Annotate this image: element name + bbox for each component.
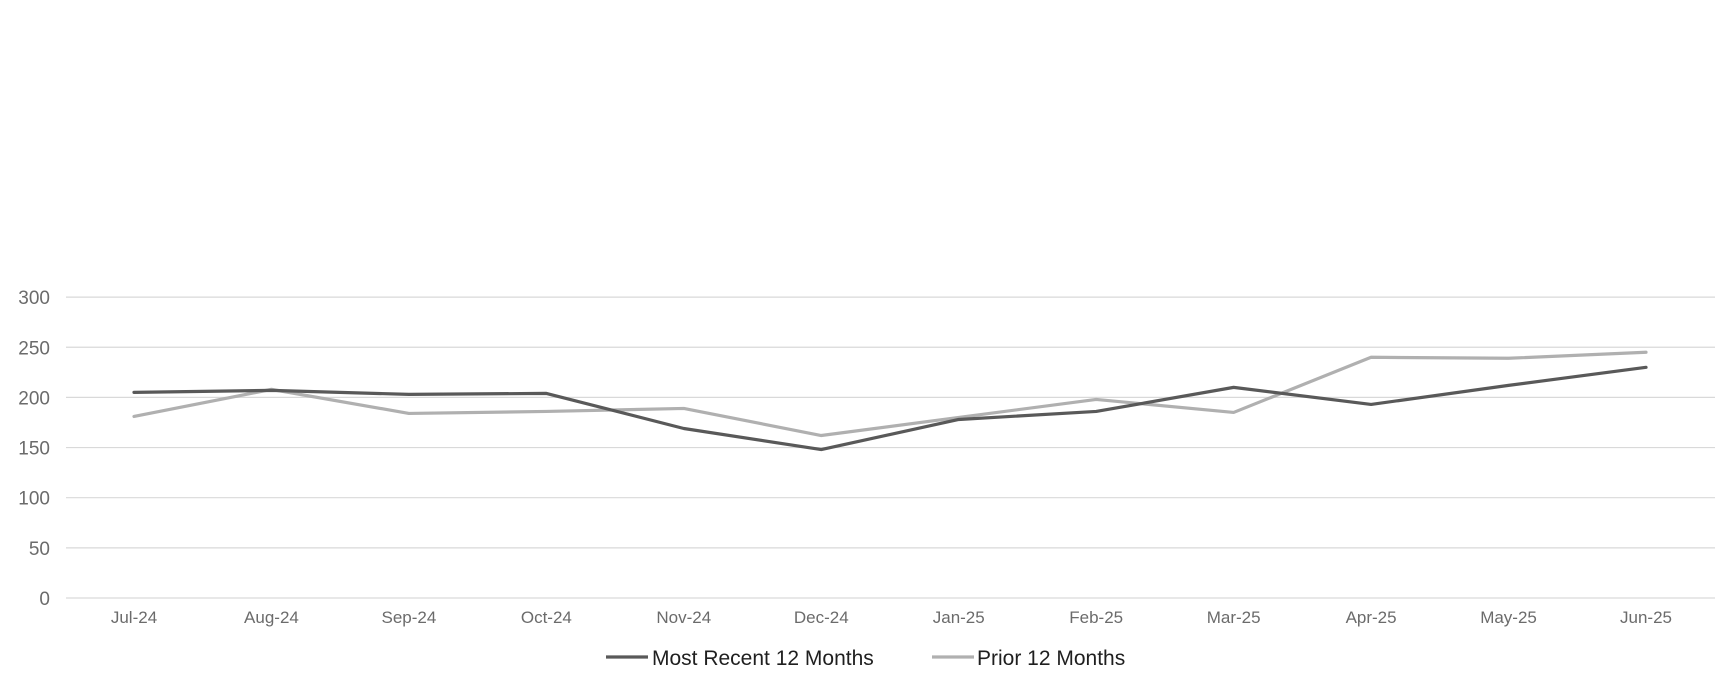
y-tick-label-300: 300 xyxy=(18,288,50,309)
x-tick-label-sep-24: Sep-24 xyxy=(381,608,436,627)
x-tick-label-nov-24: Nov-24 xyxy=(656,608,711,627)
gridlines xyxy=(66,296,1715,599)
series-lines xyxy=(132,350,1648,452)
x-tick-label-dec-24: Dec-24 xyxy=(794,608,849,627)
x-axis-ticks: Jul-24 Aug-24 Sep-24 Oct-24 Nov-24 Dec-24 Jan-… xyxy=(111,608,1672,627)
y-tick-label-200: 200 xyxy=(18,388,50,409)
x-tick-label-jan-25: Jan-25 xyxy=(933,608,985,627)
y-tick-label-50: 50 xyxy=(29,539,50,560)
x-tick-label-feb-25: Feb-25 xyxy=(1069,608,1123,627)
x-tick-label-mar-25: Mar-25 xyxy=(1207,608,1261,627)
y-tick-label-150: 150 xyxy=(18,439,50,460)
y-tick-label-100: 100 xyxy=(18,489,50,510)
y-axis-ticks: 0 50 100 150 200 250 300 xyxy=(18,288,50,610)
x-tick-label-may-25: May-25 xyxy=(1480,608,1537,627)
legend-label-most-recent: Most Recent 12 Months xyxy=(652,647,874,670)
y-tick-label-250: 250 xyxy=(18,338,50,359)
x-tick-label-jun-25: Jun-25 xyxy=(1620,608,1672,627)
x-tick-label-oct-24: Oct-24 xyxy=(521,608,572,627)
x-tick-label-jul-24: Jul-24 xyxy=(111,608,157,627)
legend-label-prior: Prior 12 Months xyxy=(977,647,1125,670)
series-line-prior xyxy=(132,350,1648,438)
legend: Most Recent 12 Months Prior 12 Months xyxy=(606,647,1125,670)
x-tick-label-aug-24: Aug-24 xyxy=(244,608,299,627)
y-tick-label-0: 0 xyxy=(39,589,50,610)
x-tick-label-apr-25: Apr-25 xyxy=(1346,608,1397,627)
series-line-most-recent xyxy=(132,365,1648,452)
